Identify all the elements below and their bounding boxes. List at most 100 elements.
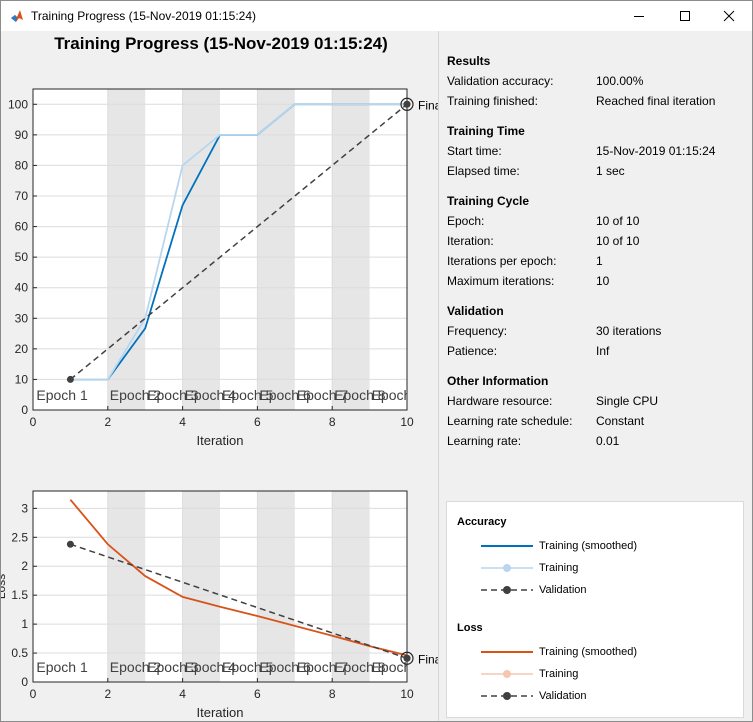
info-row: Elapsed time: 1 sec — [447, 161, 747, 181]
epoch-band — [257, 89, 295, 410]
info-value: Constant — [596, 414, 645, 428]
epoch-label: Epoch 4 — [185, 659, 237, 675]
info-label: Frequency: — [447, 324, 508, 338]
info-label: Start time: — [447, 144, 502, 158]
training-info-panel: Results Validation accuracy: 100.00% Traini… — [447, 51, 747, 451]
axes-box — [32, 88, 408, 411]
info-label: Iterations per epoch: — [447, 254, 557, 268]
info-label: Hardware resource: — [447, 394, 553, 408]
legend-item-label: Validation — [539, 584, 587, 596]
info-value: Reached final iteration — [596, 94, 716, 108]
x-tick-label: 0 — [30, 687, 37, 701]
info-row: Hardware resource: Single CPU — [447, 391, 747, 411]
epoch-band — [107, 491, 146, 682]
window-title: Training Progress (15-Nov-2019 01:15:24) — [31, 9, 257, 23]
close-button[interactable] — [706, 1, 752, 31]
x-tick-label: 4 — [179, 687, 186, 701]
y-tick-label: 0.5 — [11, 646, 28, 660]
info-label: Training finished: — [447, 94, 538, 108]
section-title: Training Cycle — [447, 194, 530, 208]
plots-panel: Training Progress (15-Nov-2019 01:15:24)… — [1, 31, 438, 721]
info-row: Iterations per epoch: 1 — [447, 251, 747, 271]
y-tick-label: 0 — [21, 403, 28, 417]
training-plots: Training Progress (15-Nov-2019 01:15:24)… — [1, 34, 438, 720]
epoch-label: Epoch 8 — [334, 387, 386, 403]
info-label: Elapsed time: — [447, 164, 520, 178]
minimize-button[interactable] — [616, 1, 662, 31]
epoch-label: Epoch 8 — [334, 659, 386, 675]
info-value: Inf — [596, 344, 610, 358]
info-label: Learning rate: — [447, 434, 522, 448]
info-value: 1 — [596, 254, 603, 268]
y-tick-label: 2 — [21, 559, 28, 573]
section-title: Other Information — [447, 374, 549, 388]
final-label: Final — [418, 652, 438, 666]
info-value: 10 of 10 — [596, 214, 640, 228]
close-icon — [723, 10, 735, 22]
epoch-label: Epoch 2 — [110, 387, 162, 403]
info-value: Single CPU — [596, 394, 659, 408]
info-label: Maximum iterations: — [447, 274, 555, 288]
epoch-label: Epoch 5 — [222, 387, 274, 403]
x-tick-label: 4 — [179, 415, 186, 429]
epoch-label: Epoch 10 — [409, 387, 438, 403]
info-label: Iteration: — [447, 234, 494, 248]
x-axis-label: Iteration — [197, 705, 244, 720]
y-tick-label: 90 — [15, 128, 29, 142]
epoch-band — [332, 89, 370, 410]
maximize-button[interactable] — [662, 1, 708, 31]
final-label: Final — [418, 98, 438, 112]
legend-swatch — [481, 670, 533, 678]
epoch-band — [182, 491, 220, 682]
loss-plot: 0 2 4 6 8 10 0 0.5 1 1.5 2 2.5 3 Iteration Loss Epoch 1… — [1, 490, 438, 720]
info-value: 10 of 10 — [596, 234, 640, 248]
accuracy-plot: 0 2 4 6 8 100102030405060708090100IterationEp… — [8, 88, 438, 448]
y-tick-label: 20 — [15, 342, 29, 356]
epoch-label: Epoch 7 — [297, 659, 349, 675]
axes-box — [32, 490, 408, 683]
y-tick-label: 10 — [15, 372, 29, 386]
epoch-label: Epoch 3 — [147, 659, 199, 675]
final-point — [403, 654, 411, 662]
y-tick-label: 50 — [15, 250, 29, 264]
info-label: Epoch: — [447, 214, 485, 228]
legend-swatch — [481, 651, 533, 653]
info-label: Validation accuracy: — [447, 74, 554, 88]
info-value: 0.01 — [596, 434, 620, 448]
legend-swatch — [481, 692, 533, 700]
x-tick-label: 2 — [104, 415, 111, 429]
matlab-icon — [11, 10, 23, 22]
y-tick-label: 30 — [15, 311, 29, 325]
y-axis-label: Loss — [1, 574, 8, 599]
x-tick-label: 10 — [400, 687, 414, 701]
section-title: Results — [447, 54, 491, 68]
epoch-label: Epoch 5 — [222, 659, 274, 675]
title-bar[interactable]: Training Progress (15-Nov-2019 01:15:24) — [1, 1, 752, 31]
epoch-label: Epoch 7 — [297, 387, 349, 403]
x-tick-label: 6 — [254, 687, 261, 701]
legend-item-label: Training — [539, 668, 579, 680]
info-label: Patience: — [447, 344, 498, 358]
y-tick-label: 40 — [15, 281, 29, 295]
final-marker — [400, 651, 414, 665]
info-row: Maximum iterations: 10 — [447, 271, 747, 291]
x-tick-label: 10 — [400, 415, 414, 429]
x-tick-label: 0 — [30, 415, 37, 429]
panel-divider[interactable] — [438, 31, 439, 721]
info-value: 30 iterations — [596, 324, 662, 338]
info-row: Learning rate: 0.01 — [447, 431, 747, 451]
legend-item-label: Validation — [539, 690, 587, 702]
epoch-band — [107, 89, 146, 410]
validation-line — [69, 103, 408, 381]
x-axis-label: Iteration — [197, 433, 244, 448]
x-tick-label: 8 — [329, 415, 336, 429]
epoch-band — [182, 89, 220, 410]
validation-point — [66, 540, 74, 548]
epoch-label: Epoch 4 — [185, 387, 237, 403]
epoch-label: Epoch 6 — [259, 387, 311, 403]
minimize-icon — [634, 16, 644, 17]
epoch-label: Epoch 1 — [36, 659, 88, 675]
y-tick-label: 1 — [21, 617, 28, 631]
info-row: Iteration: 10 of 10 — [447, 231, 747, 251]
